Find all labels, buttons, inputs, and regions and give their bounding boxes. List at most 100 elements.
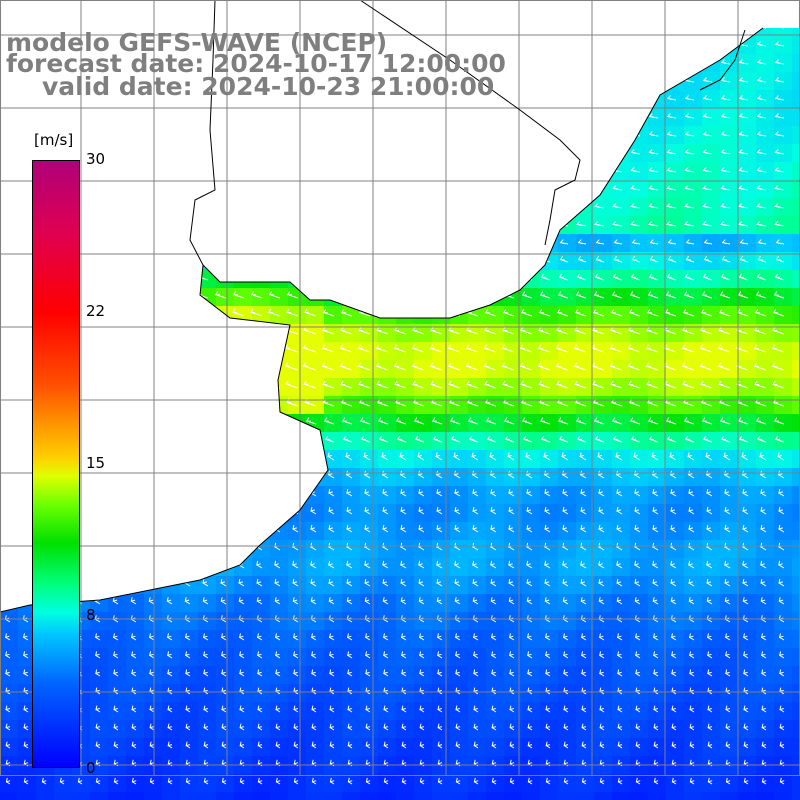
wind-arrow	[760, 560, 767, 569]
wind-arrow	[610, 308, 623, 317]
wind-cell	[684, 36, 703, 55]
wind-arrow	[774, 273, 785, 281]
wind-arrow	[450, 149, 461, 155]
wind-arrow	[610, 326, 623, 335]
wind-arrow	[217, 239, 227, 245]
wind-arrow	[221, 705, 227, 713]
wind-cell	[90, 216, 109, 235]
wind-arrow	[329, 741, 335, 749]
wind-arrow	[185, 723, 191, 731]
wind-cell	[234, 0, 253, 19]
wind-arrow	[544, 488, 551, 497]
wind-arrow	[163, 255, 173, 263]
wind-arrow	[360, 113, 371, 119]
wind-arrow	[293, 669, 299, 677]
wind-arrow	[594, 28, 605, 29]
wind-cell	[774, 144, 793, 163]
wind-arrow	[357, 344, 371, 353]
wind-arrow	[328, 633, 335, 641]
wind-arrow	[634, 633, 641, 641]
wind-arrow	[68, 344, 83, 353]
wind-arrow	[126, 131, 137, 137]
wind-arrow	[537, 344, 551, 353]
wind-arrow	[645, 362, 659, 371]
wind-cell	[630, 126, 649, 145]
wind-arrow	[580, 560, 587, 569]
wind-arrow	[145, 239, 155, 245]
wind-cell	[252, 486, 271, 505]
wind-cell	[414, 126, 433, 145]
wind-arrow	[183, 470, 191, 479]
wind-arrow	[22, 560, 29, 569]
wind-arrow	[163, 239, 173, 245]
wind-cell	[792, 54, 800, 73]
wind-cell	[666, 28, 685, 37]
wind-cell	[216, 198, 235, 217]
wind-arrow	[723, 470, 731, 479]
wind-cell	[288, 144, 307, 163]
wind-arrow	[454, 506, 461, 515]
wind-arrow	[148, 578, 155, 587]
wind-arrow	[129, 452, 137, 461]
wind-arrow	[126, 221, 137, 227]
wind-cell	[504, 198, 523, 217]
wind-cell	[36, 558, 55, 577]
wind-arrow	[346, 597, 353, 605]
wind-cell	[792, 702, 800, 721]
wind-arrow	[522, 167, 533, 173]
wind-cell	[0, 396, 19, 415]
wind-cell	[216, 216, 235, 235]
wind-arrow	[95, 669, 101, 677]
wind-cell	[684, 144, 703, 163]
wind-arrow	[544, 597, 551, 605]
wind-arrow	[108, 203, 119, 209]
wind-cell	[108, 414, 127, 433]
wind-arrow	[774, 28, 785, 29]
wind-cell	[108, 342, 127, 361]
wind-arrow	[252, 167, 263, 173]
wind-arrow	[468, 221, 479, 227]
wind-arrow	[237, 452, 245, 461]
wind-arrow	[250, 290, 263, 299]
wind-arrow	[361, 239, 371, 245]
wind-arrow	[742, 506, 749, 515]
wind-arrow	[125, 417, 137, 425]
wind-arrow	[94, 506, 101, 515]
wind-arrow	[160, 308, 173, 317]
wind-arrow	[665, 291, 677, 299]
wind-cell	[36, 540, 55, 559]
wind-arrow	[436, 633, 443, 641]
wind-arrow	[365, 741, 371, 749]
wind-arrow	[39, 470, 47, 479]
wind-cell	[306, 162, 325, 181]
wind-arrow	[706, 488, 713, 497]
wind-arrow	[702, 28, 713, 29]
wind-cell	[288, 162, 307, 181]
wind-arrow	[0, 131, 11, 137]
wind-arrow	[347, 777, 353, 785]
wind-arrow	[23, 669, 29, 677]
wind-arrow	[684, 221, 695, 227]
wind-cell	[18, 108, 37, 127]
wind-arrow	[524, 6, 532, 11]
wind-arrow	[23, 741, 29, 749]
wind-arrow	[538, 326, 551, 335]
wind-arrow	[504, 185, 515, 191]
wind-arrow	[468, 28, 479, 29]
wind-arrow	[754, 380, 767, 389]
wind-arrow	[311, 723, 317, 731]
wind-arrow	[233, 273, 245, 281]
wind-cell	[594, 28, 613, 37]
wind-arrow	[347, 651, 353, 659]
wind-cell	[270, 144, 289, 163]
wind-cell	[234, 216, 253, 235]
wind-arrow	[540, 273, 551, 281]
wind-arrow	[292, 488, 299, 497]
wind-arrow	[415, 239, 425, 245]
wind-cell	[252, 252, 271, 271]
wind-arrow	[435, 470, 443, 479]
wind-arrow	[778, 597, 785, 605]
wind-arrow	[275, 777, 281, 785]
wind-arrow	[94, 560, 101, 569]
wind-cell	[36, 396, 55, 415]
